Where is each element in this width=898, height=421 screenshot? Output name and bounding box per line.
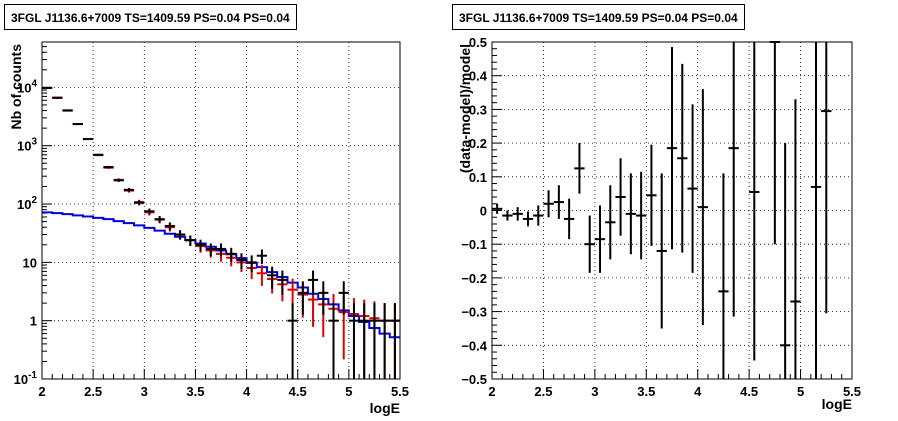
y-tick-label: 1 [30, 314, 37, 329]
y-tick-label: −0.2 [461, 271, 487, 286]
x-tick-label: 2.5 [84, 384, 102, 399]
x-tick-label: 4 [694, 384, 702, 399]
right-plot-title: 3FGL J1136.6+7009 TS=1409.59 PS=0.04 PS=… [452, 4, 745, 30]
x-tick-label: 4 [243, 384, 251, 399]
y-tick-label: −0.4 [461, 338, 487, 353]
x-tick-label: 2 [488, 384, 495, 399]
x-tick-label: 5 [797, 384, 804, 399]
y-tick-label: 10-1 [14, 370, 38, 387]
y-tick-label: 0.3 [469, 102, 487, 117]
y-tick-exponent: -1 [28, 370, 37, 381]
x-tick-label: 5.5 [391, 384, 409, 399]
y-tick-label: 0.1 [469, 170, 487, 185]
y-tick-label: −0.5 [461, 372, 487, 387]
x-tick-label: 3.5 [637, 384, 655, 399]
x-tick-label: 3 [591, 384, 598, 399]
x-tick-label: 2.5 [534, 384, 552, 399]
y-tick-label: 0.4 [469, 69, 488, 84]
x-tick-label: 4.5 [289, 384, 307, 399]
y-tick-label: −0.3 [461, 305, 487, 320]
y-tick-label: 0.2 [469, 136, 487, 151]
y-axis-title: Nb of counts [8, 44, 24, 130]
plot-frame [41, 41, 401, 380]
x-axis-title: logE [822, 396, 852, 412]
y-axis-title: (data-model)/model [457, 44, 473, 173]
y-tick-label: 102 [17, 195, 37, 212]
x-tick-label: 4.5 [740, 384, 758, 399]
residuals-plot: 2 2.5 3 3.5 4 4.5 5 5.5 −0.5 −0.4 −0.3 −0.2 −0.1 0 0.1… [457, 35, 861, 412]
y-tick-label: 10 [23, 255, 37, 270]
left-plot-title: 3FGL J1136.6+7009 TS=1409.59 PS=0.04 PS=… [4, 4, 297, 30]
y-tick-label: 0.5 [469, 35, 487, 50]
x-axis-title: logE [370, 400, 400, 416]
y-tick-exponent: 4 [31, 78, 37, 89]
y-tick-exponent: 3 [31, 137, 37, 148]
y-tick-exponent: 2 [31, 195, 37, 206]
x-tick-label: 5.5 [843, 384, 861, 399]
x-tick-label: 3 [141, 384, 148, 399]
x-tick-label: 3.5 [186, 384, 204, 399]
y-tick-label: 0 [480, 204, 487, 219]
y-tick-label: −0.1 [461, 237, 487, 252]
y-tick-label: 103 [17, 137, 37, 154]
x-tick-label: 5 [345, 384, 352, 399]
x-tick-label: 2 [38, 384, 45, 399]
